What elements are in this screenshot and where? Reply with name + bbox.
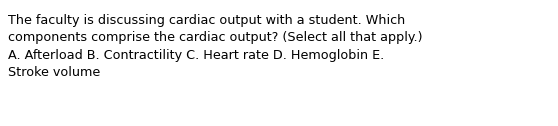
Text: The faculty is discussing cardiac output with a student. Which
components compri: The faculty is discussing cardiac output… — [8, 14, 422, 80]
